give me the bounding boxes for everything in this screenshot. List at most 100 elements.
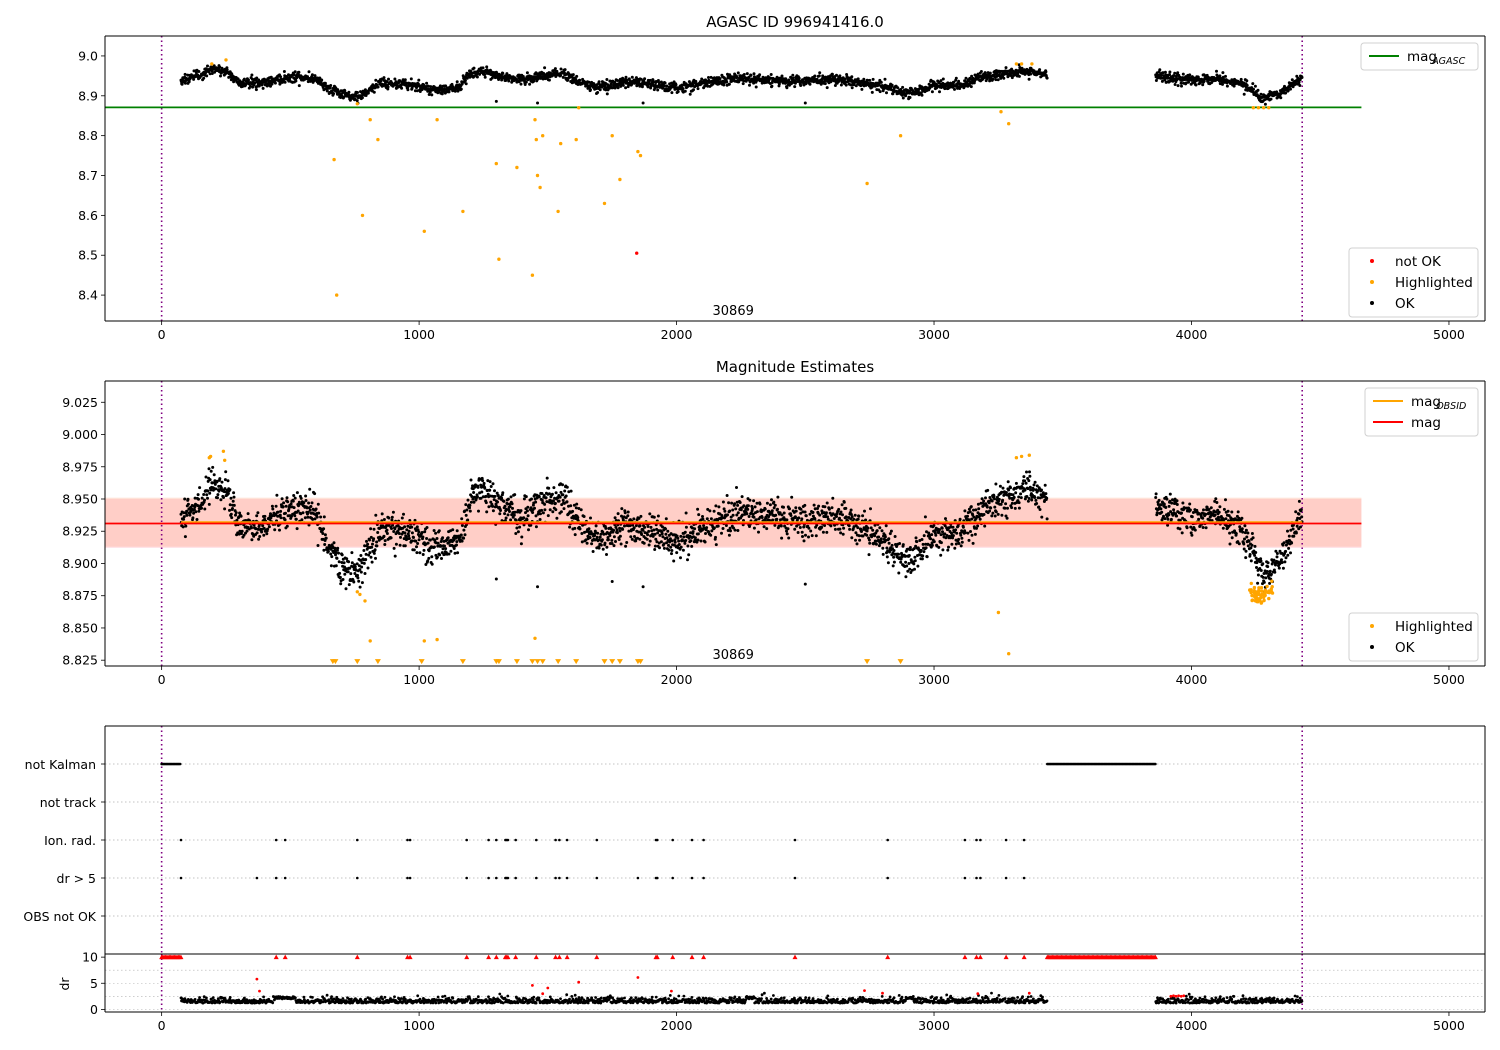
legend-label: Highlighted (1395, 275, 1473, 291)
ok-point (913, 559, 917, 563)
ok-point (427, 556, 431, 560)
ok-point (428, 90, 432, 94)
ok-point (1289, 87, 1292, 91)
ok-point (429, 85, 433, 89)
ok-point (780, 513, 784, 517)
ok-point (934, 533, 938, 537)
ok-point (825, 86, 829, 90)
ok-point (618, 534, 622, 538)
highlighted-point (610, 134, 614, 138)
ok-point (616, 512, 620, 516)
ok-point (883, 77, 887, 81)
ok-point (893, 535, 897, 538)
ok-point (326, 549, 330, 553)
highlighted-point (865, 181, 869, 186)
ok-point (612, 528, 616, 532)
ok-point (234, 513, 237, 517)
ok-point (483, 73, 487, 76)
ok-point (414, 539, 418, 543)
ok-point (559, 67, 563, 71)
y-tick-label: 8.5 (78, 248, 98, 263)
ok-point (638, 537, 642, 541)
ok-point (694, 79, 698, 83)
highlighted-point (1014, 62, 1019, 66)
ok-point (966, 531, 970, 535)
ok-point (416, 542, 420, 545)
ok-point (925, 530, 928, 534)
ok-point (913, 555, 917, 559)
ok-point (407, 534, 411, 538)
ok-point (791, 76, 795, 80)
ok-point (452, 538, 456, 542)
ok-point (823, 82, 827, 86)
ok-point (871, 77, 875, 81)
ok-point (746, 507, 750, 511)
ok-point (576, 516, 580, 519)
ok-point (366, 566, 370, 570)
ok-point (553, 67, 557, 71)
ok-point (439, 544, 443, 548)
ok-point (547, 486, 551, 490)
highlighted-point (1261, 106, 1266, 110)
ok-point (343, 572, 347, 576)
ok-point (603, 541, 607, 545)
ok-point (309, 505, 313, 508)
ok-point (529, 523, 533, 527)
ok-point (720, 516, 724, 520)
ok-point (820, 509, 824, 513)
ok-point (561, 75, 565, 79)
ok-point (709, 517, 713, 521)
ok-point (748, 80, 752, 84)
ok-point (425, 526, 429, 529)
ok-point (878, 90, 882, 94)
ok-point (455, 80, 459, 84)
ok-point (758, 73, 762, 77)
ok-point (328, 86, 332, 90)
ok-point (651, 532, 654, 536)
ok-point (752, 72, 756, 76)
ok-point (939, 79, 943, 83)
ok-point (455, 540, 459, 544)
ok-point (881, 552, 885, 556)
ok-point (193, 505, 197, 509)
ok-point (618, 526, 622, 530)
y-tick-label: 8.925 (62, 524, 98, 539)
ok-point (540, 498, 544, 502)
ok-point (210, 72, 214, 75)
ok-point (572, 503, 576, 507)
ok-point (492, 498, 496, 502)
ok-point (680, 538, 684, 542)
ok-point (916, 564, 920, 568)
ok-point (368, 551, 372, 555)
ok-point (310, 73, 314, 77)
ok-point (748, 83, 751, 87)
ok-point (362, 549, 366, 552)
ok-point (1017, 74, 1021, 78)
ok-point (203, 507, 207, 511)
ok-point (804, 514, 808, 518)
ok-point (324, 536, 328, 540)
ok-point (415, 551, 419, 555)
ok-point (459, 87, 463, 91)
ok-point (507, 79, 511, 83)
ok-point (305, 506, 309, 510)
ok-point (559, 74, 563, 77)
ok-point (293, 70, 297, 74)
ok-point (898, 542, 902, 545)
ok-point (628, 524, 632, 528)
ok-point (615, 528, 619, 532)
ok-point (365, 539, 368, 543)
ok-point (736, 503, 740, 507)
ok-point (954, 528, 958, 532)
ok-point (509, 518, 513, 522)
ok-point (818, 71, 822, 75)
ok-point (574, 506, 578, 510)
ok-point (391, 523, 395, 527)
ok-point (630, 537, 634, 541)
ok-point (879, 537, 883, 541)
ok-point (206, 479, 210, 483)
ok-point (196, 493, 200, 497)
ok-point (466, 498, 470, 502)
ok-point (619, 542, 623, 546)
ok-point (346, 570, 350, 574)
